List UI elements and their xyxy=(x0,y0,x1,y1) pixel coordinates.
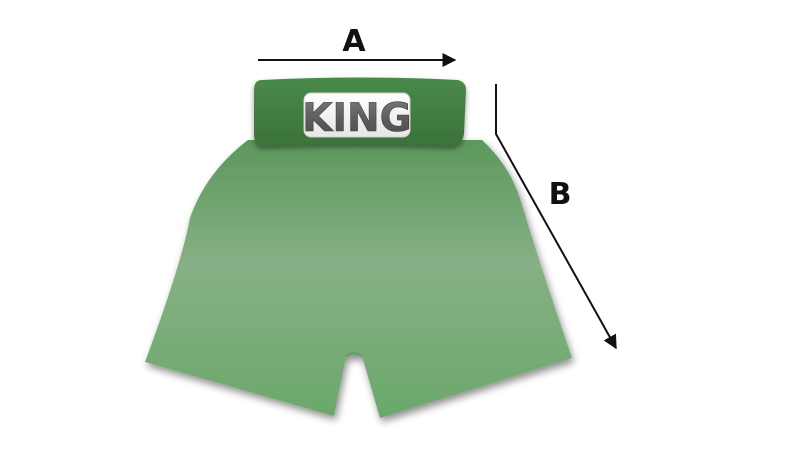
dimension-b-arrow xyxy=(495,84,617,350)
brand-logo-text: KING xyxy=(302,96,411,141)
shorts-body xyxy=(145,140,572,418)
leg-split xyxy=(345,352,363,357)
dimension-a-label: A xyxy=(342,24,366,59)
dimension-b-label: B xyxy=(549,177,572,212)
logo-plate xyxy=(303,92,411,138)
